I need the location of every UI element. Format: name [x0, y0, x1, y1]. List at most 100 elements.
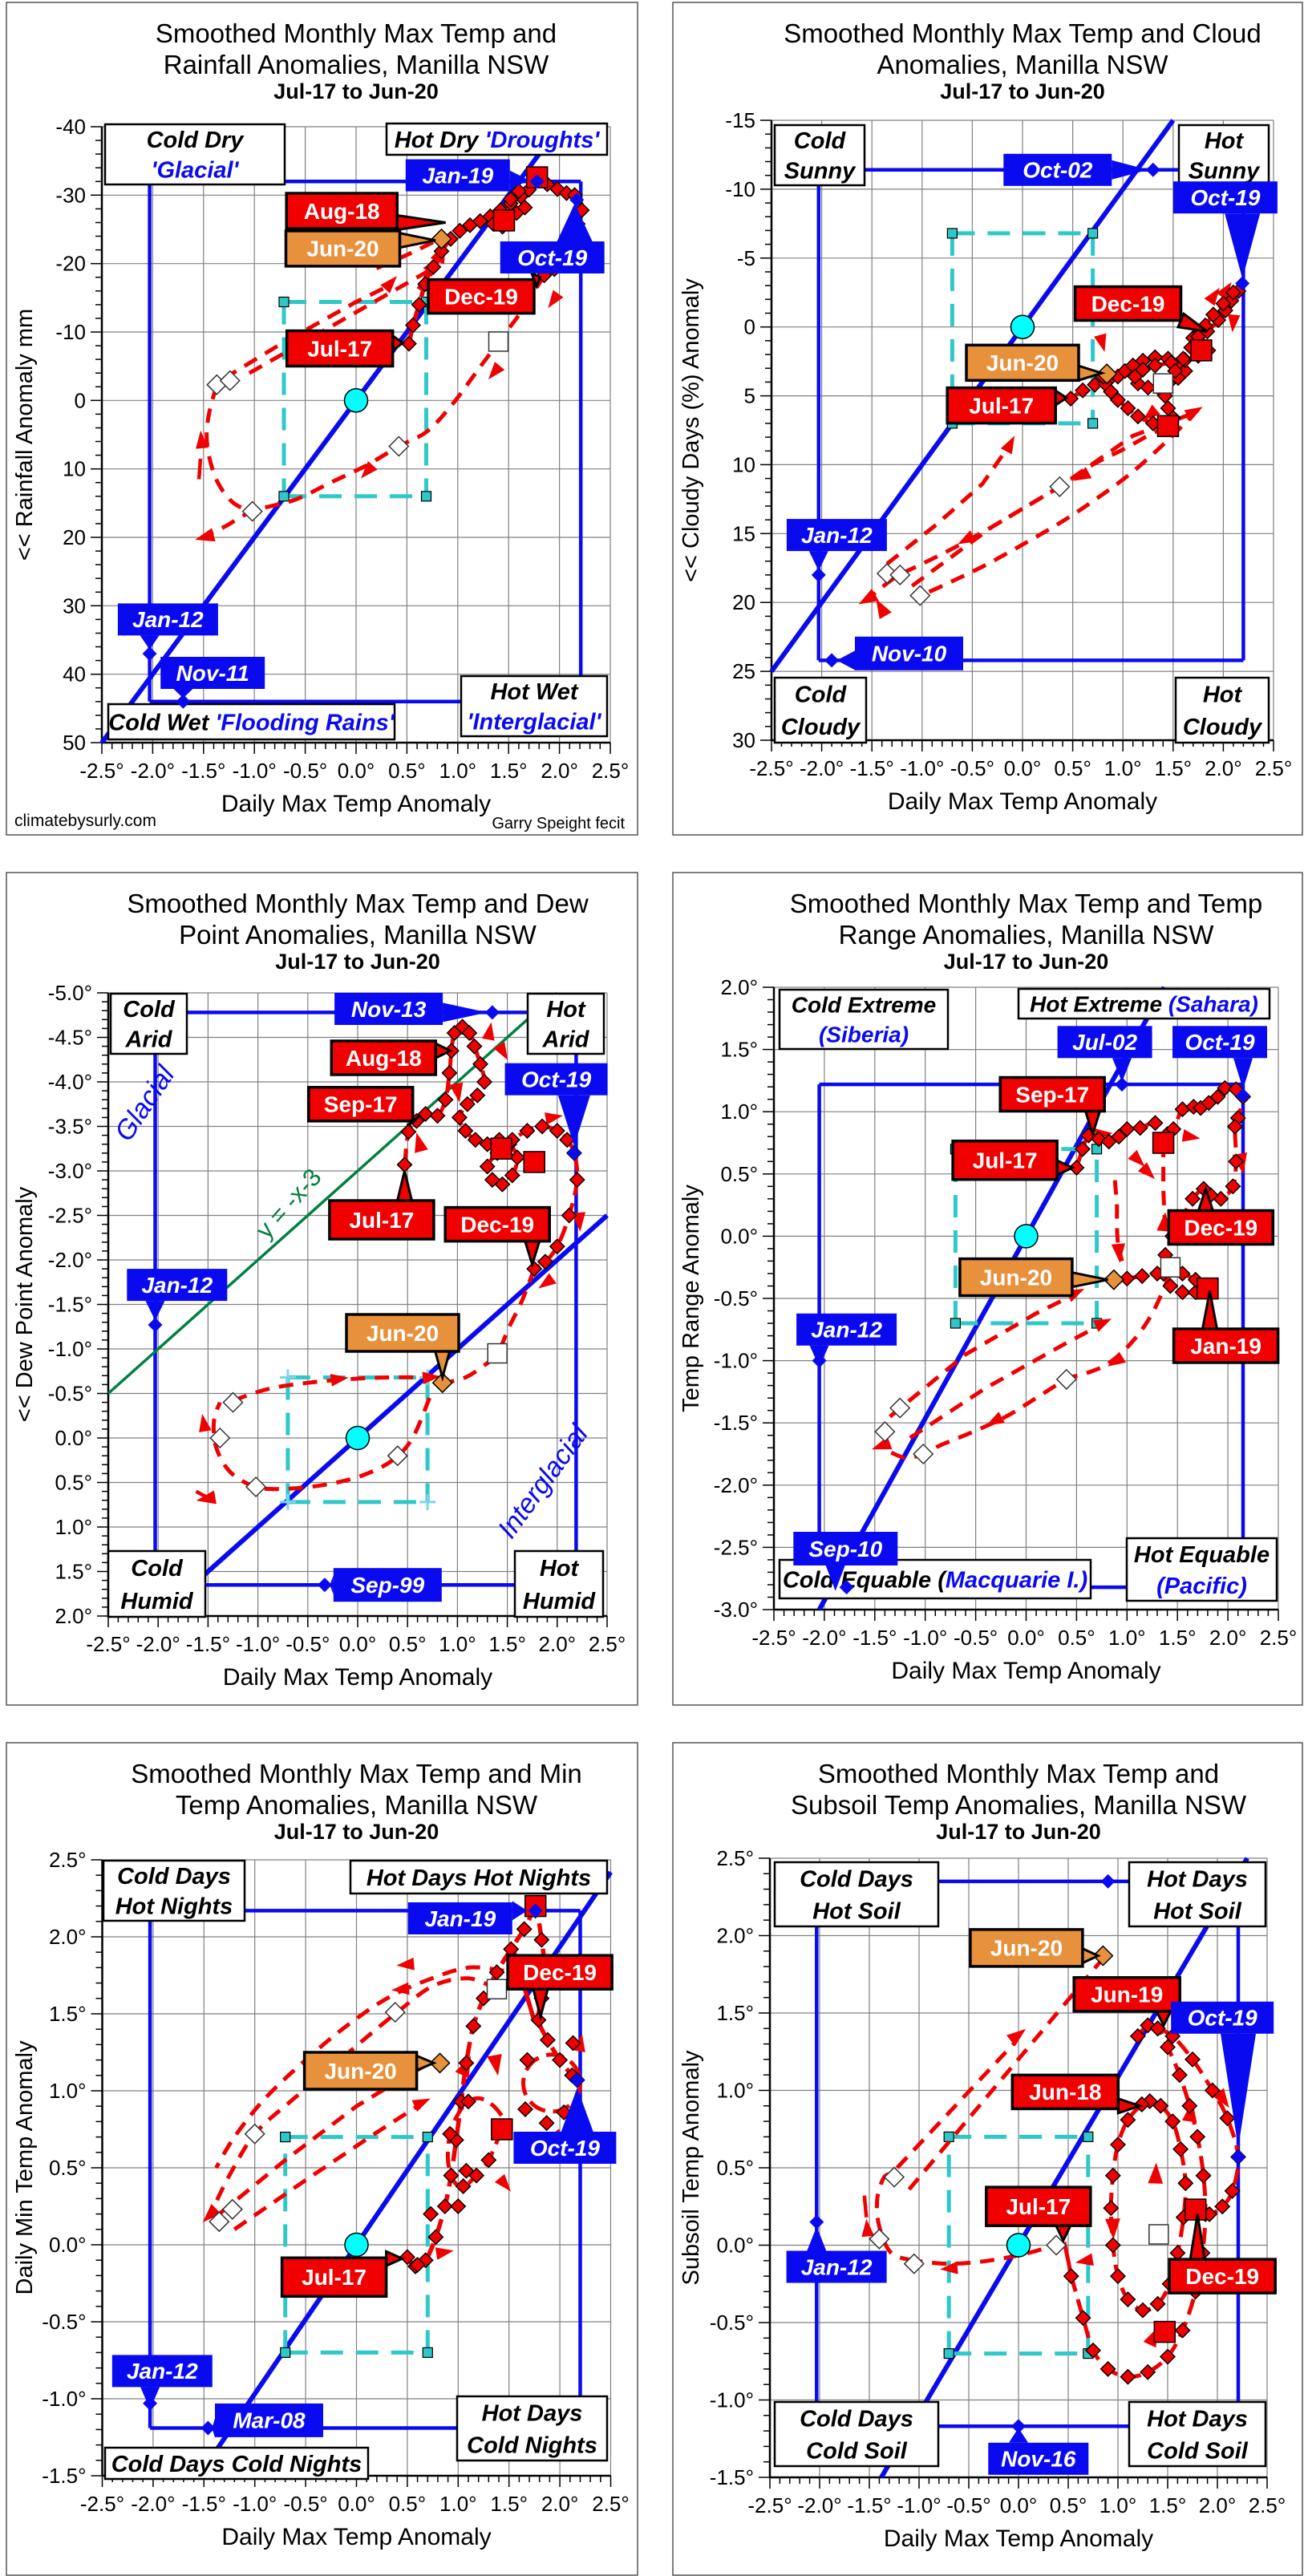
svg-text:Cold: Cold [794, 128, 847, 154]
svg-text:0.5°: 0.5° [1050, 2493, 1087, 2517]
svg-text:Jun-19: Jun-19 [1091, 1983, 1163, 2007]
svg-text:-15: -15 [725, 108, 755, 132]
svg-text:Point Anomalies, Manilla NSW: Point Anomalies, Manilla NSW [179, 920, 537, 950]
svg-text:-0.5°: -0.5° [42, 2310, 86, 2334]
svg-text:25: 25 [732, 659, 755, 683]
svg-text:40: 40 [63, 662, 86, 687]
svg-text:Sep-10: Sep-10 [808, 1537, 882, 1561]
svg-text:Jun-20: Jun-20 [980, 1265, 1052, 1290]
svg-text:Hot Days: Hot Days [1147, 1866, 1248, 1892]
svg-text:Oct-02: Oct-02 [1023, 158, 1093, 183]
svg-text:-30: -30 [55, 183, 86, 207]
svg-text:Mar-08: Mar-08 [233, 2408, 306, 2433]
svg-text:Jul-17 to Jun-20: Jul-17 to Jun-20 [273, 79, 439, 103]
svg-text:Jul-17: Jul-17 [307, 336, 372, 361]
svg-text:Hot: Hot [546, 997, 586, 1023]
svg-text:-5.0°: -5.0° [48, 981, 92, 1005]
svg-text:Jun-20: Jun-20 [366, 1321, 439, 1346]
svg-text:Cold Equable (Macquarie I.): Cold Equable (Macquarie I.) [783, 1567, 1087, 1593]
svg-text:-1.5°: -1.5° [186, 1632, 230, 1656]
svg-text:-3.0°: -3.0° [48, 1159, 92, 1183]
svg-text:Jun-20: Jun-20 [990, 1936, 1063, 1961]
svg-text:2.0°: 2.0° [720, 975, 758, 999]
svg-text:Hot Dry 'Droughts': Hot Dry 'Droughts' [395, 128, 601, 153]
svg-text:1.0°: 1.0° [716, 2079, 754, 2103]
svg-text:0.5°: 0.5° [720, 1162, 758, 1186]
svg-text:0.0°: 0.0° [720, 1224, 758, 1248]
svg-text:Jan-19: Jan-19 [422, 163, 493, 188]
svg-text:Nov-10: Nov-10 [872, 642, 947, 666]
svg-text:-0.5°: -0.5° [946, 2493, 990, 2517]
svg-text:Rainfall Anomalies, Manilla NS: Rainfall Anomalies, Manilla NSW [164, 50, 549, 79]
svg-text:2.0°: 2.0° [541, 759, 578, 783]
svg-text:-1.0°: -1.0° [903, 1626, 947, 1650]
svg-text:0.0°: 0.0° [716, 2234, 754, 2258]
svg-text:Hot Days: Hot Days [482, 2400, 583, 2426]
svg-text:1.0°: 1.0° [720, 1100, 758, 1124]
svg-text:Daily Max Temp Anomaly: Daily Max Temp Anomaly [221, 791, 491, 817]
svg-text:-1.0°: -1.0° [236, 1632, 280, 1656]
svg-text:Hot Soil: Hot Soil [812, 1898, 901, 1924]
svg-text:-0.5°: -0.5° [710, 2311, 754, 2335]
svg-text:2.5°: 2.5° [716, 1846, 754, 1870]
svg-text:-4.5°: -4.5° [48, 1026, 92, 1050]
svg-text:Cloudy: Cloudy [781, 715, 861, 740]
svg-text:-2.5°: -2.5° [48, 1204, 92, 1228]
svg-text:1.0°: 1.0° [1104, 756, 1142, 780]
svg-text:Hot Equable: Hot Equable [1134, 1542, 1270, 1568]
svg-text:1.5°: 1.5° [716, 2001, 754, 2025]
svg-text:Hot: Hot [1205, 128, 1245, 154]
svg-text:-1.5°: -1.5° [182, 2492, 226, 2516]
svg-text:Cold Days: Cold Days [117, 1864, 231, 1889]
svg-text:Cold Days Cold Nights: Cold Days Cold Nights [111, 2452, 362, 2477]
svg-text:-2.0°: -2.0° [714, 1473, 758, 1497]
svg-text:-40: -40 [55, 115, 86, 139]
svg-text:-1.5°: -1.5° [847, 2493, 891, 2517]
svg-text:Sunny: Sunny [1189, 159, 1261, 184]
svg-text:1.0°: 1.0° [55, 1515, 92, 1539]
svg-text:1.5°: 1.5° [490, 2492, 528, 2516]
svg-text:2.5°: 2.5° [49, 1848, 87, 1872]
svg-text:Arid: Arid [542, 1027, 590, 1053]
svg-text:50: 50 [63, 731, 86, 755]
svg-text:-2.0°: -2.0° [131, 2492, 175, 2516]
svg-text:Cold Days: Cold Days [800, 2406, 913, 2432]
svg-text:Jul-17: Jul-17 [349, 1208, 414, 1233]
svg-text:20: 20 [63, 525, 86, 549]
svg-text:Hot Nights: Hot Nights [115, 1894, 233, 1920]
svg-text:Jan-12: Jan-12 [127, 2359, 198, 2384]
svg-text:0.5°: 0.5° [389, 1632, 427, 1656]
svg-text:0: 0 [75, 388, 86, 412]
svg-text:0.5°: 0.5° [1054, 756, 1091, 780]
svg-text:climatebysurly.com: climatebysurly.com [14, 812, 156, 830]
svg-text:Cold Soil: Cold Soil [1147, 2438, 1249, 2464]
svg-text:Temp Range Anomaly: Temp Range Anomaly [678, 1185, 704, 1412]
svg-text:1.5°: 1.5° [49, 2002, 87, 2026]
svg-text:Jan-12: Jan-12 [801, 2254, 873, 2279]
svg-text:Jan-12: Jan-12 [801, 523, 873, 548]
svg-text:<< Rainfall Anomaly mm: << Rainfall Anomaly mm [12, 309, 38, 561]
svg-text:-10: -10 [725, 177, 755, 201]
svg-text:Jan-12: Jan-12 [132, 607, 204, 632]
svg-text:Humid: Humid [120, 1589, 194, 1614]
svg-text:-1.0°: -1.0° [233, 2492, 277, 2516]
svg-text:0.5°: 0.5° [389, 2492, 427, 2516]
svg-text:-2.5°: -2.5° [749, 756, 793, 780]
svg-text:-10: -10 [55, 320, 86, 344]
svg-text:-0.5°: -0.5° [954, 1626, 998, 1650]
svg-text:-1.0°: -1.0° [42, 2387, 86, 2411]
svg-text:0.0°: 0.0° [339, 1632, 377, 1656]
svg-text:-5: -5 [737, 246, 755, 270]
svg-text:Daily Max Temp Anomaly: Daily Max Temp Anomaly [888, 788, 1157, 815]
svg-text:Humid: Humid [523, 1589, 597, 1614]
svg-text:Smoothed Monthly Max Temp and: Smoothed Monthly Max Temp and Cloud [784, 18, 1261, 48]
svg-text:-0.5°: -0.5° [48, 1382, 92, 1406]
svg-text:Cold Dry: Cold Dry [147, 128, 245, 153]
svg-text:-0.5°: -0.5° [714, 1286, 758, 1310]
svg-text:Smoothed Monthly Max Temp and: Smoothed Monthly Max Temp and Temp [790, 889, 1262, 918]
svg-text:-3.5°: -3.5° [48, 1115, 92, 1139]
svg-text:-3.0°: -3.0° [714, 1598, 758, 1622]
svg-text:2.5°: 2.5° [592, 759, 630, 783]
svg-text:Jan-19: Jan-19 [424, 1906, 496, 1931]
svg-text:Sep-17: Sep-17 [1015, 1082, 1089, 1107]
